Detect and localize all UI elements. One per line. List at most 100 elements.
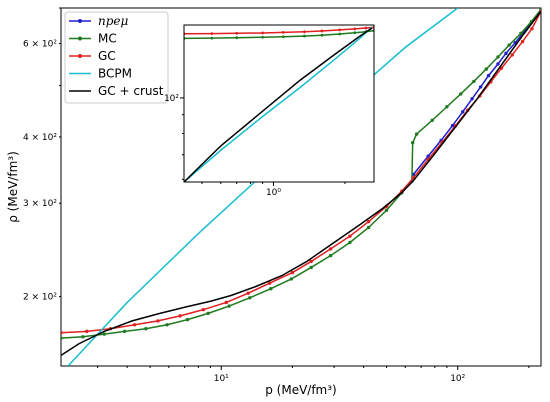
main-series-lines: [61, 8, 541, 366]
main-mc-point: [144, 327, 148, 331]
y-tick-label: 4 × 10²: [23, 133, 57, 143]
inset-axis-ticks: 10⁰ 10²: [164, 94, 346, 198]
main-gc-point: [328, 247, 333, 251]
inset-mc-point: [261, 35, 265, 39]
legend-mc-marker: [78, 36, 82, 41]
main-npe-point: [486, 73, 491, 78]
main-gc-point: [246, 291, 250, 295]
inset-mc-point: [235, 36, 239, 40]
y-tick-label: 6 × 10²: [23, 40, 57, 50]
inset-plot: 10⁰ 10²: [164, 24, 375, 198]
main-npe-point: [426, 154, 430, 158]
main-gc-point: [530, 26, 534, 31]
main-npe-point: [450, 123, 455, 128]
main-gc-point: [85, 329, 89, 334]
legend-npe-marker: [78, 19, 82, 23]
main-gc-point: [178, 314, 182, 318]
main-mc-point: [414, 132, 419, 136]
main-npe-point: [504, 51, 508, 56]
x-tick-label: 10²: [450, 374, 465, 384]
x-axis-label: p (MeV/fm³): [265, 383, 337, 397]
inset-mc-point: [281, 35, 285, 39]
main-gc-point: [366, 219, 371, 224]
main-mc-point: [289, 277, 294, 281]
main-npe-point: [478, 85, 483, 89]
x-tick-label: 10¹: [214, 374, 229, 384]
inset-series-lines: [184, 25, 374, 182]
inset-mc-point: [303, 34, 306, 38]
main-mc-point: [227, 304, 231, 308]
main-plot-frame: [60, 7, 542, 367]
main-mc-point: [81, 335, 85, 339]
main-mc-point: [248, 296, 252, 300]
main-axis-ticks: 10¹ 10² 2 × 10² 3 × 10² 4 × 10² 6 × 10²: [23, 7, 530, 384]
main-mc-point: [185, 317, 190, 322]
main-gc-point: [132, 323, 137, 327]
inset-gc-point: [235, 31, 239, 35]
inset-gc-crust-line: [184, 27, 373, 182]
legend-gc-marker: [78, 54, 82, 58]
inset-gc-point: [338, 28, 342, 32]
main-mc-point: [459, 92, 463, 96]
main-npe-point: [461, 110, 465, 114]
main-mc-point: [61, 336, 63, 340]
main-gc-point: [201, 307, 206, 312]
main-mc-point: [328, 253, 333, 258]
inset-gc-point: [353, 27, 357, 31]
y-tick-label: 2 × 10²: [23, 293, 57, 303]
main-mc-point: [410, 141, 415, 145]
inset-bcpm-line: [184, 26, 373, 182]
main-mc-point: [472, 79, 476, 84]
main-mc-point: [430, 118, 434, 122]
main-gc-crust-line: [61, 10, 541, 356]
inset-x-tick-label: 10⁰: [266, 188, 281, 198]
main-mc-point: [269, 287, 273, 291]
main-gc-point: [156, 319, 160, 323]
main-gc-point: [520, 39, 525, 44]
main-gc-point: [290, 270, 295, 275]
main-gc-point: [61, 331, 63, 335]
main-gc-point: [224, 300, 228, 305]
main-mc-point: [445, 105, 449, 109]
main-mc-point: [366, 225, 371, 230]
inset-gc-point: [261, 31, 265, 35]
legend-gc-crust-label: GC + crust: [98, 84, 164, 98]
main-mc-point: [507, 43, 511, 47]
main-mc-point: [206, 311, 210, 316]
main-mc-point: [309, 265, 313, 270]
legend-bcpm-label: BCPM: [98, 67, 132, 81]
y-axis-label: ρ (MeV/fm³): [6, 151, 20, 223]
inset-mc-point: [320, 33, 324, 37]
main-npe-point: [496, 62, 500, 66]
legend-mc-label: MC: [98, 32, 117, 46]
main-gc-point: [510, 53, 514, 57]
main-npe-point: [470, 97, 474, 101]
y-tick-label: 3 × 10²: [23, 199, 57, 209]
legend-box: [64, 11, 169, 104]
main-mc-point: [165, 323, 169, 327]
main-mc-point: [348, 240, 352, 245]
inset-gc-point: [210, 32, 214, 35]
main-gc-point: [348, 234, 352, 238]
main-gc-point: [309, 259, 313, 264]
main-gc-point: [267, 281, 272, 285]
inset-gc-point: [281, 31, 285, 34]
main-mc-point: [496, 55, 500, 59]
inset-gc-point: [320, 29, 324, 33]
legend-npe-label: npeμ: [98, 14, 129, 28]
inset-mc-point: [353, 31, 357, 35]
legend: npeμ MC GC BCPM GC + crust: [64, 11, 169, 104]
main-mc-point: [384, 208, 389, 212]
inset-gc-point: [303, 30, 306, 34]
legend-gc-label: GC: [98, 49, 116, 63]
inset-gc-point: [364, 26, 368, 30]
inset-frame: [183, 24, 375, 183]
main-mc-point: [519, 31, 523, 36]
main-mc-point: [484, 67, 488, 71]
main-mc-point: [122, 329, 127, 334]
inset-mc-point: [338, 32, 342, 36]
inset-mc-point: [210, 36, 214, 40]
inset-y-tick-label: 10²: [164, 94, 179, 104]
main-mc-point: [102, 332, 106, 336]
